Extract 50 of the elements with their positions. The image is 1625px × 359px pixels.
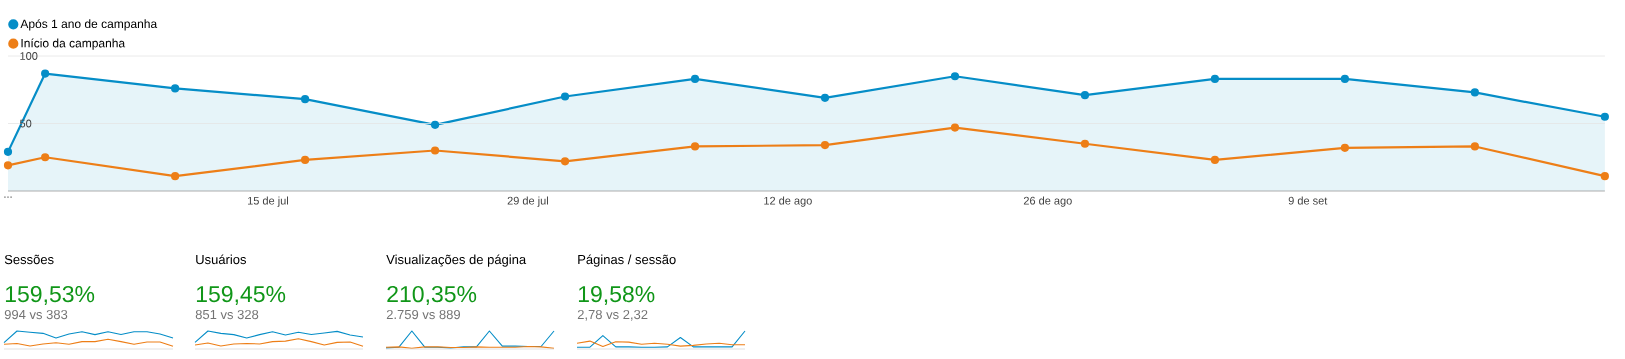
point [950,72,960,81]
point [430,146,440,155]
chart-title: Usuários [196,254,247,265]
x-tick-label: 29 de jul [507,196,548,207]
text: 994 vs 383 [4,309,68,320]
point [300,95,310,104]
y-tick-label: 100 [20,52,38,60]
point [1080,139,1090,148]
x-tick-label: 15 de jul [247,196,288,207]
text: 2,78 vs 2,32 [577,309,648,321]
chart-subtitle: 19,58% [578,285,655,305]
point [950,123,960,132]
point [690,74,700,84]
point [1210,74,1220,84]
point [3,147,13,156]
point [1600,172,1609,181]
point [1340,74,1350,84]
point [1470,88,1479,97]
point [690,142,700,151]
point [171,172,180,181]
point [41,69,50,78]
chart-title: Visualizações de página [386,254,527,267]
chart-title: Páginas / sessão [578,254,676,267]
x-tick-label: 26 de ago [1023,196,1072,207]
chart-subtitle: 159,45% [196,285,286,305]
point [1470,142,1479,151]
point [1080,91,1090,100]
legend-label: Início da campanha [21,38,126,50]
point [1340,143,1350,152]
point [300,155,310,165]
chart-subtitle: 159,53% [5,285,95,305]
y-tick-label: 50 [19,119,32,128]
point [560,92,570,101]
x-tick-label: 12 de ago [764,196,812,207]
chart-subtitle: 210,35% [387,285,477,305]
point [820,141,830,150]
point [560,157,570,166]
point [1600,112,1609,121]
point [41,153,50,162]
x-tick-label: 9 de set [1288,196,1328,205]
point [820,93,830,102]
point [3,161,13,170]
point [1210,155,1220,165]
legend-label: Após 1 ano de campanha [20,19,158,31]
point [171,84,180,93]
chart-title: Sessões [4,254,54,265]
text: 851 vs 328 [195,309,259,320]
text: 2.759 vs 889 [386,309,461,320]
point [430,120,440,129]
x-tick-label: ... [4,196,12,198]
